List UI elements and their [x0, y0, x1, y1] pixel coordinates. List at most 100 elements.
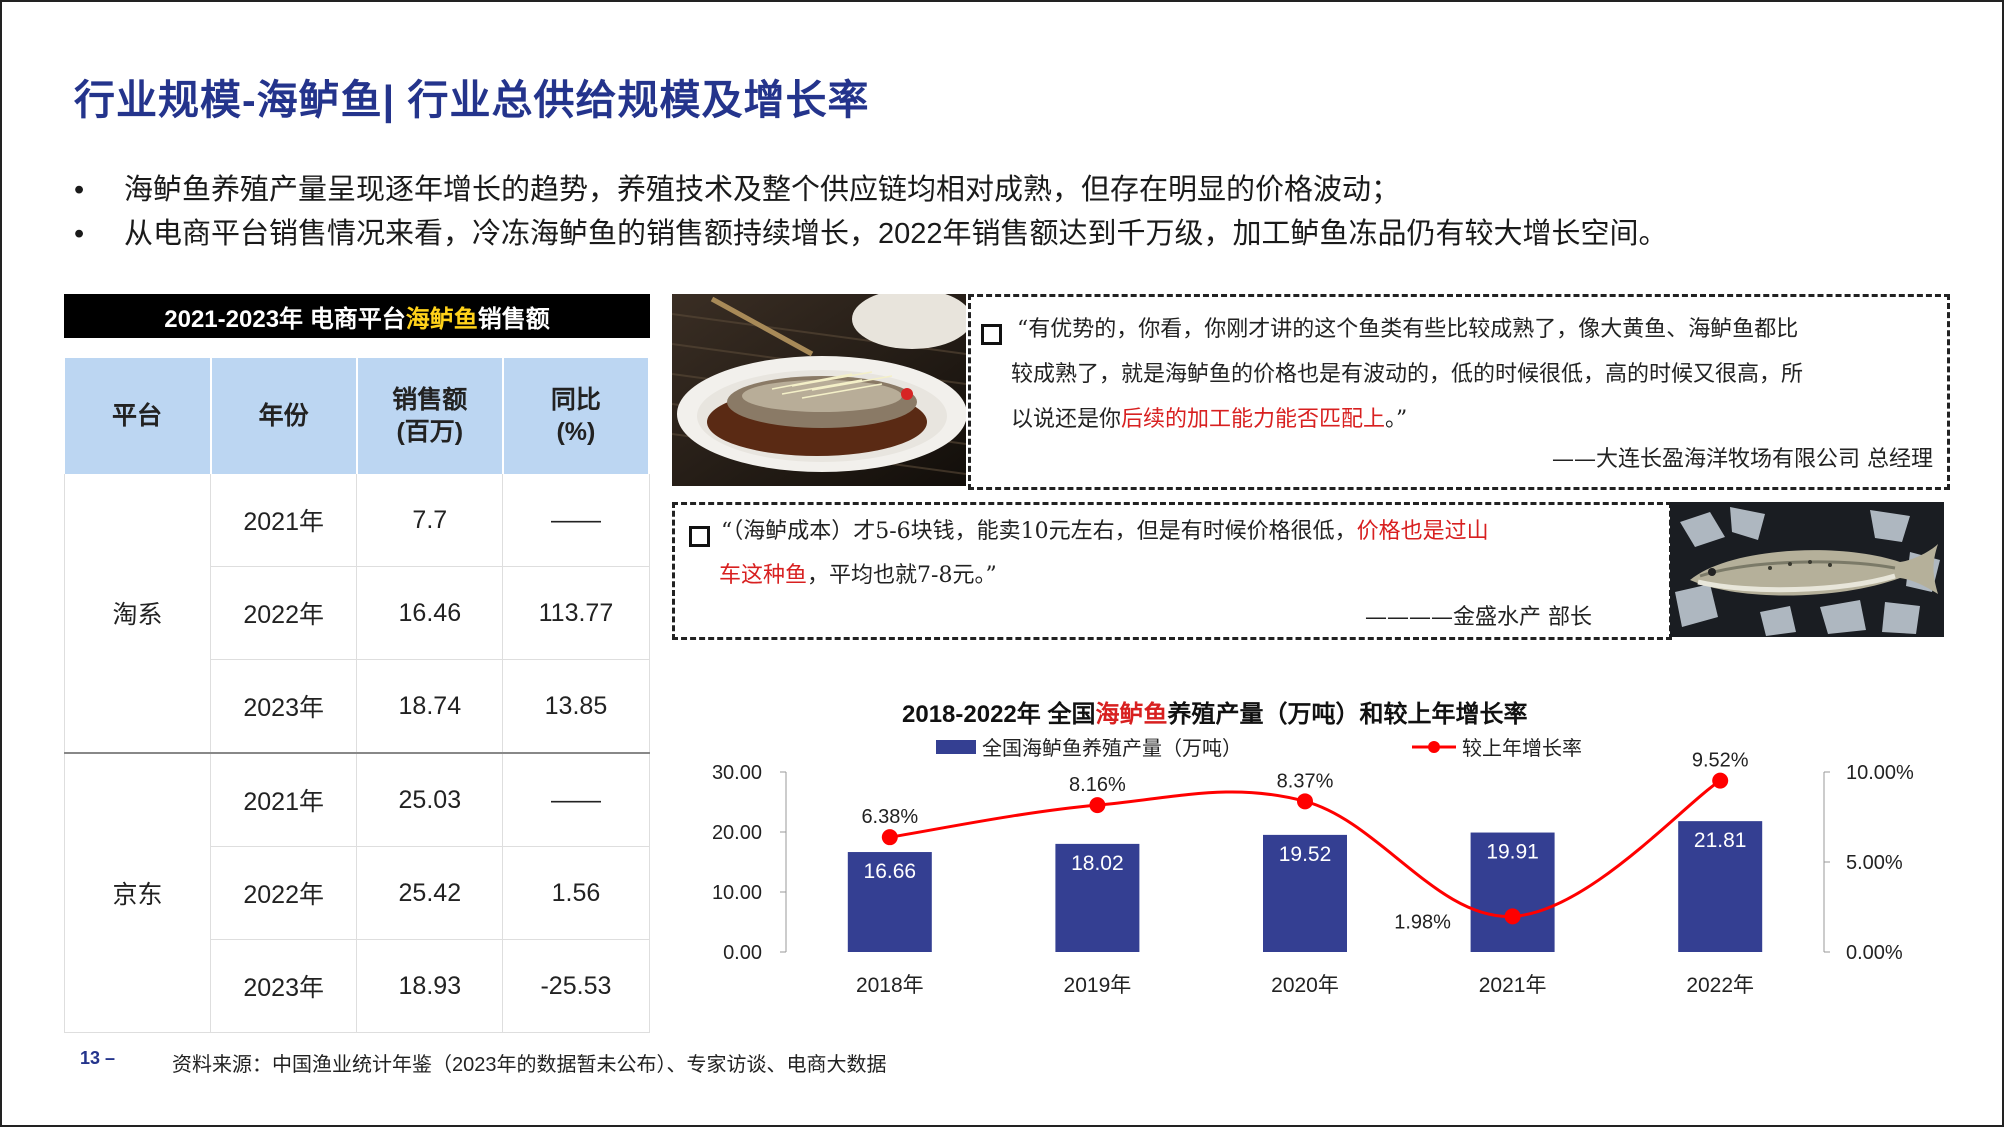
yoy-cell: 13.85	[502, 659, 650, 754]
quote-2-line-1: “（海鲈成本）才5-6块钱，能卖10元左右，但是有时候价格很低，价格也是过山	[721, 509, 1489, 554]
steamed-fish-photo	[672, 294, 966, 486]
x-tick-label: 2022年	[1686, 974, 1754, 997]
sales-cell: 7.7	[356, 474, 504, 567]
quote-1-line-1: “有优势的，你看，你刚才讲的这个鱼类有些比较成熟了，像大黄鱼、海鲈鱼都比	[1017, 317, 1799, 342]
bullet-dot-icon: •	[74, 174, 85, 206]
chart-title-highlight: 海鲈鱼	[1095, 701, 1168, 728]
bar-data-label: 18.02	[1071, 852, 1124, 875]
growth-point	[881, 829, 898, 846]
quote-1-text: 以说还是你	[1011, 407, 1122, 432]
y-left-tick-label: 30.00	[712, 762, 762, 784]
legend-bar: 全国海鲈鱼养殖产量（万吨）	[936, 732, 1242, 761]
quote-2-attribution: ————金盛水产 部长	[1365, 605, 1592, 630]
yoy-cell: 113.77	[502, 566, 650, 660]
growth-data-label: 1.98%	[1394, 911, 1451, 933]
bar	[1263, 834, 1347, 952]
bar	[1055, 843, 1140, 952]
quote-2-highlight: 价格也是过山	[1356, 519, 1489, 544]
year-cell: 2023年	[210, 939, 358, 1033]
sales-table: 平台 年份 销售额 (百万) 同比 (%) 淘系 2021年 7.7 —— 20…	[63, 358, 651, 1033]
quote-1-end: 。”	[1385, 407, 1408, 432]
quote-box-2: “（海鲈成本）才5-6块钱，能卖10元左右，但是有时候价格很低，价格也是过山 车…	[672, 502, 1672, 640]
year-cell: 2023年	[210, 659, 358, 754]
table-row: 2023年 18.93 -25.53	[65, 939, 650, 1033]
growth-data-label: 8.37%	[1277, 770, 1334, 792]
table-title-highlight: 海鲈鱼	[405, 305, 478, 333]
quote-1-highlight: 后续的加工能力能否匹配上	[1121, 407, 1386, 432]
table-title: 2021-2023年 电商平台 海鲈鱼 销售额	[64, 294, 650, 338]
sales-cell: 25.03	[356, 753, 504, 847]
x-tick-label: 2020年	[1271, 974, 1339, 997]
growth-point	[1712, 772, 1729, 789]
yoy-cell: ——	[502, 474, 650, 567]
header-yoy: 同比 (%)	[502, 358, 651, 474]
table-row: 2022年 16.46 113.77	[65, 566, 650, 660]
table-row: 淘系 2021年 7.7 ——	[63, 474, 650, 754]
yoy-cell: ——	[502, 753, 650, 847]
header-platform: 平台	[64, 358, 212, 474]
y-left-tick-label: 0.00	[723, 942, 762, 964]
x-tick-label: 2021年	[1479, 974, 1547, 997]
table-title-suffix: 销售额	[477, 305, 550, 333]
growth-data-label: 6.38%	[861, 806, 918, 828]
yoy-cell: -25.53	[502, 939, 650, 1033]
quote-2-text: ，平均也就7-8元。”	[807, 563, 997, 588]
growth-point	[1297, 793, 1313, 810]
quote-1-line-2: 较成熟了，就是海鲈鱼的价格也是有波动的，低的时候很低，高的时候又很高，所	[1011, 362, 1804, 387]
bar	[847, 852, 932, 952]
bar-data-label: 16.66	[864, 860, 917, 883]
sales-cell: 25.42	[356, 846, 504, 940]
growth-data-label: 9.52%	[1692, 750, 1749, 772]
quote-2-highlight: 车这种鱼	[719, 563, 808, 588]
platform-cell: 京东	[63, 753, 212, 1033]
growth-line	[889, 779, 1722, 918]
growth-point	[1089, 797, 1106, 814]
y-left-tick-label: 20.00	[712, 822, 762, 844]
legend-line-swatch	[1412, 740, 1456, 753]
header-sales: 销售额 (百万)	[356, 358, 504, 474]
table-header-row: 平台 年份 销售额 (百万) 同比 (%)	[64, 358, 651, 474]
growth-point	[1504, 908, 1521, 925]
page-title: 行业规模-海鲈鱼| 行业总供给规模及增长率	[74, 77, 870, 123]
table-row: 2022年 25.42 1.56	[65, 846, 650, 940]
table-row: 京东 2021年 25.03 ——	[63, 753, 650, 1033]
bar-data-label: 19.52	[1279, 843, 1332, 866]
yoy-cell: 1.56	[502, 846, 650, 940]
sales-cell: 16.46	[356, 566, 504, 660]
growth-data-label: 8.16%	[1069, 774, 1126, 796]
square-bullet-icon	[981, 324, 1002, 345]
bullet-dot-icon: •	[74, 218, 85, 250]
sales-cell: 18.74	[356, 659, 504, 754]
quote-box-1: “有优势的，你看，你刚才讲的这个鱼类有些比较成熟了，像大黄鱼、海鲈鱼都比 较成熟…	[968, 294, 1950, 490]
legend-bar-label: 全国海鲈鱼养殖产量（万吨）	[982, 738, 1242, 760]
table-title-prefix: 2021-2023年 电商平台	[164, 305, 406, 333]
square-bullet-icon	[689, 526, 710, 547]
bullet-item: • 海鲈鱼养殖产量呈现逐年增长的趋势，养殖技术及整个供应链均相对成熟，但存在明显…	[74, 168, 1668, 212]
header-year: 年份	[210, 358, 358, 474]
sales-cell: 18.93	[356, 939, 504, 1033]
year-cell: 2022年	[210, 566, 358, 660]
fish-on-ice-photo	[1670, 502, 1944, 637]
chart-title-prefix: 2018-2022年 全国	[902, 701, 1096, 728]
quote-2-line-2: 车这种鱼，平均也就7-8元。”	[719, 553, 997, 598]
legend-line-label: 较上年增长率	[1462, 738, 1582, 760]
bar-data-label: 19.91	[1486, 841, 1539, 864]
year-cell: 2022年	[210, 846, 358, 940]
bullet-text: 海鲈鱼养殖产量呈现逐年增长的趋势，养殖技术及整个供应链均相对成熟，但存在明显的价…	[124, 174, 1401, 206]
y-left-tick-label: 10.00	[712, 882, 762, 904]
x-tick-label: 2018年	[856, 974, 924, 997]
quote-1-attribution: ——大连长盈海洋牧场有限公司 总经理	[1552, 447, 1933, 472]
bullet-text: 从电商平台销售情况来看，冷冻海鲈鱼的销售额持续增长，2022年销售额达到千万级，…	[124, 218, 1668, 250]
bullet-list: • 海鲈鱼养殖产量呈现逐年增长的趋势，养殖技术及整个供应链均相对成熟，但存在明显…	[74, 168, 1668, 256]
bullet-item: • 从电商平台销售情况来看，冷冻海鲈鱼的销售额持续增长，2022年销售额达到千万…	[74, 212, 1668, 256]
y-right-tick-label: 0.00%	[1846, 942, 1903, 964]
platform-cell: 淘系	[63, 474, 212, 754]
page-number: 13 –	[80, 1048, 116, 1068]
y-right-tick-label: 10.00%	[1846, 762, 1914, 784]
year-cell: 2021年	[210, 753, 358, 847]
table-row: 2023年 18.74 13.85	[65, 659, 650, 754]
year-cell: 2021年	[210, 474, 358, 567]
chart-title: 2018-2022年 全国海鲈鱼养殖产量（万吨）和较上年增长率	[902, 694, 1527, 729]
bar-data-label: 21.81	[1694, 829, 1747, 852]
